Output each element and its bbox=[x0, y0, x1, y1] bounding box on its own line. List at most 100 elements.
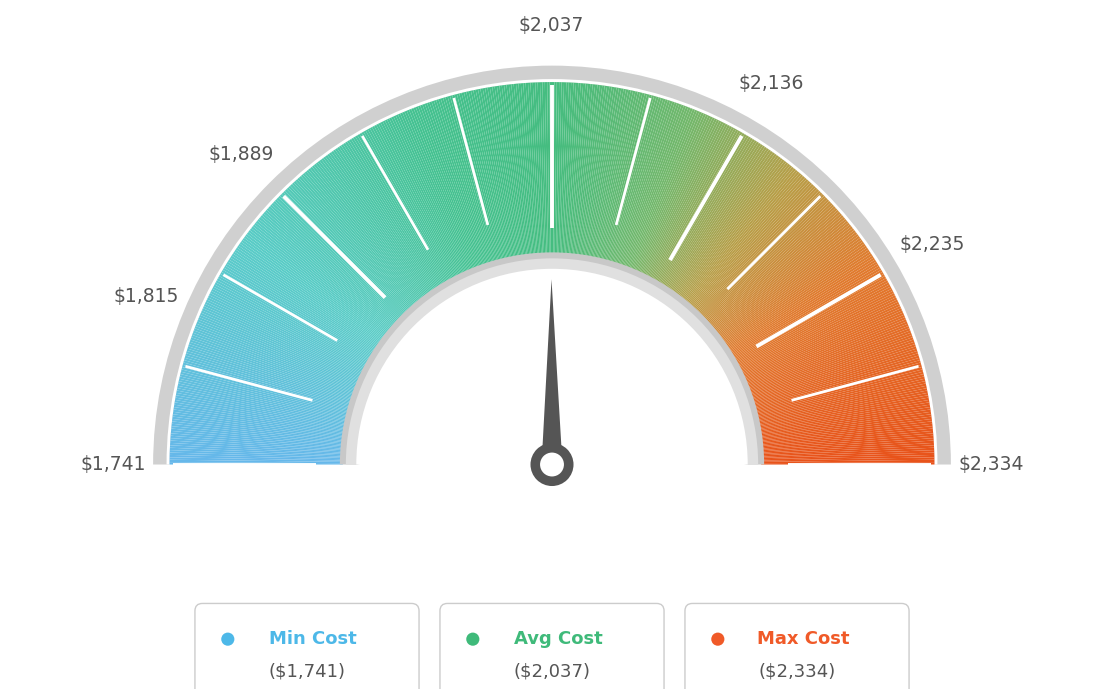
Wedge shape bbox=[561, 82, 571, 255]
Wedge shape bbox=[323, 157, 428, 297]
Wedge shape bbox=[710, 213, 842, 328]
Wedge shape bbox=[712, 219, 847, 331]
Wedge shape bbox=[594, 90, 630, 260]
Wedge shape bbox=[505, 85, 527, 257]
Wedge shape bbox=[258, 217, 393, 331]
Wedge shape bbox=[389, 117, 464, 275]
Wedge shape bbox=[757, 388, 927, 424]
Wedge shape bbox=[629, 109, 696, 270]
Wedge shape bbox=[761, 438, 934, 451]
Wedge shape bbox=[233, 252, 379, 349]
Wedge shape bbox=[203, 306, 362, 379]
Wedge shape bbox=[761, 460, 934, 463]
Wedge shape bbox=[363, 130, 450, 282]
Wedge shape bbox=[716, 228, 854, 336]
Wedge shape bbox=[648, 125, 730, 279]
Wedge shape bbox=[492, 86, 521, 258]
Wedge shape bbox=[675, 155, 778, 296]
Wedge shape bbox=[272, 203, 400, 322]
Wedge shape bbox=[655, 132, 743, 283]
Wedge shape bbox=[747, 331, 911, 393]
Wedge shape bbox=[275, 199, 402, 320]
Wedge shape bbox=[696, 186, 816, 313]
Wedge shape bbox=[464, 92, 506, 261]
Wedge shape bbox=[620, 103, 679, 267]
Wedge shape bbox=[714, 224, 851, 334]
Wedge shape bbox=[290, 184, 410, 312]
Wedge shape bbox=[665, 141, 758, 288]
Wedge shape bbox=[753, 360, 921, 408]
Wedge shape bbox=[701, 196, 826, 319]
Wedge shape bbox=[193, 331, 357, 393]
Wedge shape bbox=[268, 206, 397, 324]
Wedge shape bbox=[538, 82, 545, 255]
Wedge shape bbox=[185, 353, 352, 405]
Wedge shape bbox=[221, 272, 371, 360]
Wedge shape bbox=[734, 278, 888, 364]
Wedge shape bbox=[760, 419, 932, 441]
Wedge shape bbox=[319, 159, 426, 299]
Text: $2,334: $2,334 bbox=[958, 455, 1025, 474]
Wedge shape bbox=[747, 326, 910, 390]
Wedge shape bbox=[335, 148, 435, 293]
Wedge shape bbox=[692, 181, 810, 310]
Wedge shape bbox=[613, 99, 666, 265]
Wedge shape bbox=[749, 335, 913, 395]
Wedge shape bbox=[234, 250, 379, 348]
Wedge shape bbox=[507, 84, 529, 257]
Wedge shape bbox=[355, 135, 446, 285]
Wedge shape bbox=[702, 199, 829, 320]
Wedge shape bbox=[171, 428, 343, 446]
Wedge shape bbox=[468, 91, 508, 260]
Wedge shape bbox=[552, 82, 554, 255]
Wedge shape bbox=[752, 351, 917, 404]
Wedge shape bbox=[482, 88, 516, 259]
Wedge shape bbox=[434, 100, 489, 266]
Wedge shape bbox=[730, 264, 879, 356]
Wedge shape bbox=[511, 84, 531, 257]
Wedge shape bbox=[253, 224, 390, 334]
Wedge shape bbox=[661, 139, 755, 287]
Wedge shape bbox=[739, 293, 895, 372]
Circle shape bbox=[711, 633, 724, 646]
Wedge shape bbox=[635, 114, 707, 273]
Wedge shape bbox=[636, 115, 709, 274]
Wedge shape bbox=[699, 193, 822, 317]
Wedge shape bbox=[726, 253, 872, 351]
Wedge shape bbox=[170, 448, 343, 457]
Wedge shape bbox=[216, 278, 370, 364]
Wedge shape bbox=[199, 317, 359, 385]
Wedge shape bbox=[751, 344, 915, 400]
Wedge shape bbox=[705, 204, 834, 324]
Wedge shape bbox=[288, 186, 408, 313]
Wedge shape bbox=[564, 83, 576, 256]
Wedge shape bbox=[571, 83, 588, 256]
Wedge shape bbox=[591, 89, 626, 259]
Wedge shape bbox=[652, 129, 739, 282]
Wedge shape bbox=[707, 206, 836, 324]
Wedge shape bbox=[670, 150, 771, 293]
Wedge shape bbox=[519, 83, 535, 256]
Wedge shape bbox=[461, 92, 503, 262]
Wedge shape bbox=[750, 339, 914, 397]
Wedge shape bbox=[625, 106, 688, 269]
Text: ($1,741): ($1,741) bbox=[268, 662, 346, 680]
Wedge shape bbox=[171, 424, 344, 444]
Wedge shape bbox=[176, 393, 347, 426]
Wedge shape bbox=[343, 143, 438, 289]
Wedge shape bbox=[542, 82, 548, 255]
Wedge shape bbox=[296, 179, 413, 309]
Wedge shape bbox=[559, 82, 566, 255]
Wedge shape bbox=[756, 384, 926, 422]
Wedge shape bbox=[455, 94, 500, 262]
Wedge shape bbox=[406, 110, 474, 271]
Wedge shape bbox=[204, 304, 362, 378]
Text: $2,235: $2,235 bbox=[900, 235, 965, 254]
Wedge shape bbox=[574, 84, 595, 257]
Wedge shape bbox=[174, 400, 346, 431]
Wedge shape bbox=[174, 402, 346, 432]
Wedge shape bbox=[181, 369, 350, 414]
Wedge shape bbox=[761, 433, 933, 448]
Wedge shape bbox=[745, 319, 906, 386]
Wedge shape bbox=[757, 393, 928, 426]
